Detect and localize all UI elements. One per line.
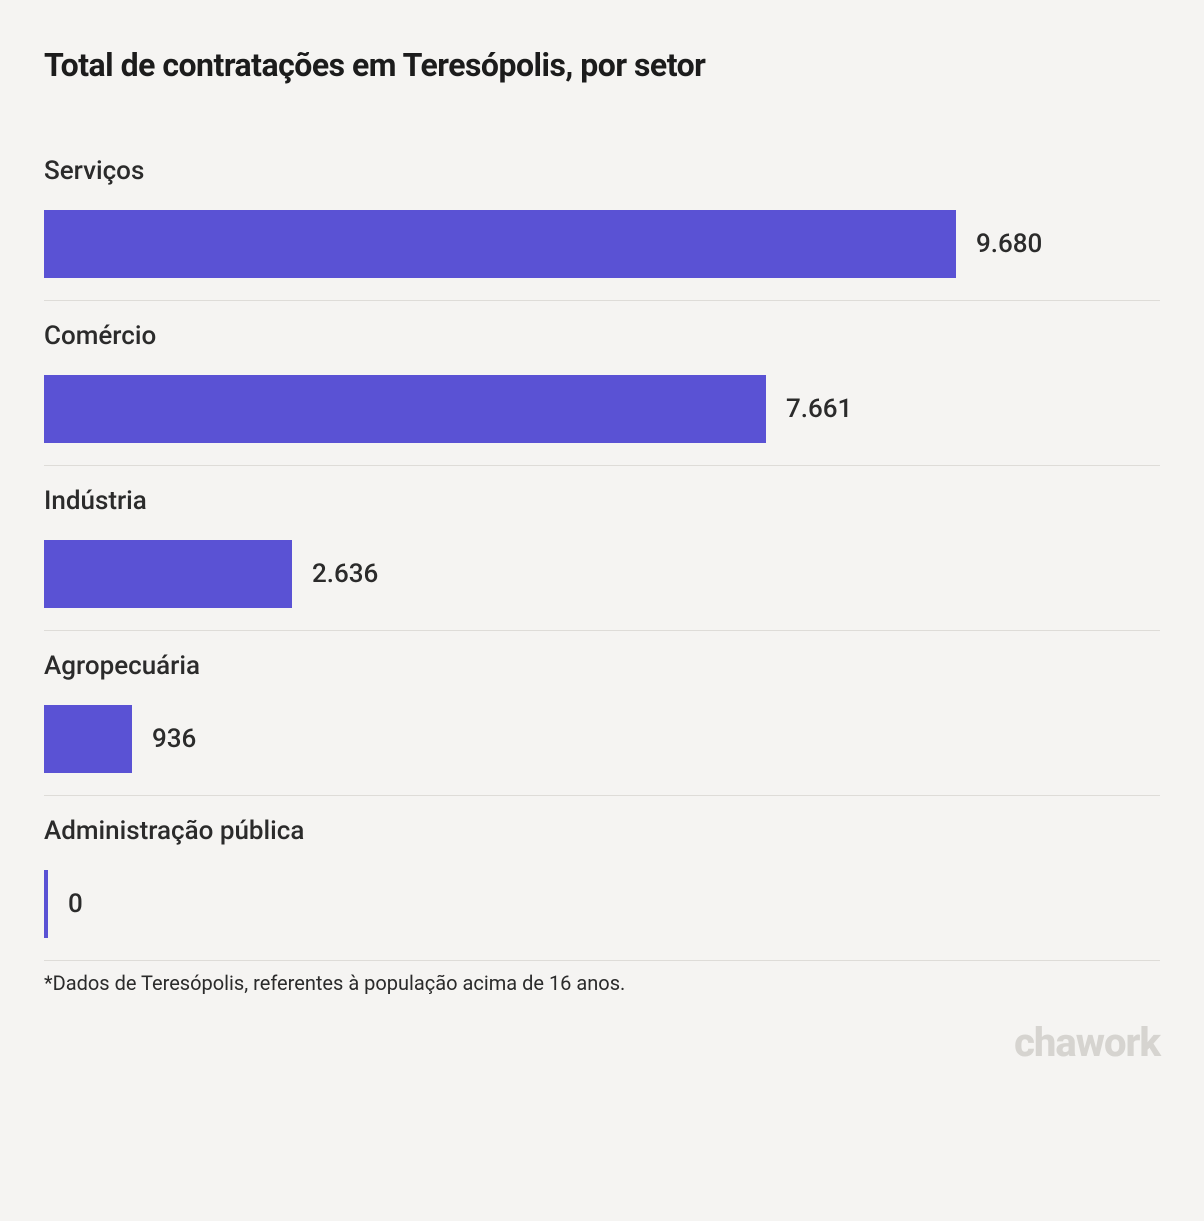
bar-line: 936 xyxy=(44,705,1160,773)
bar-value: 2.636 xyxy=(312,559,378,589)
bar-row: Administração pública 0 xyxy=(44,816,1160,961)
bar-value: 936 xyxy=(152,724,196,754)
bar-fill xyxy=(44,210,956,278)
bar-track xyxy=(44,870,48,938)
bar-value: 0 xyxy=(68,889,83,919)
bar-row: Comércio 7.661 xyxy=(44,321,1160,466)
bar-line: 9.680 xyxy=(44,210,1160,278)
bar-line: 2.636 xyxy=(44,540,1160,608)
bar-track xyxy=(44,375,766,443)
chart-title: Total de contratações em Teresópolis, po… xyxy=(44,46,1160,84)
bar-row: Serviços 9.680 xyxy=(44,156,1160,301)
bar-fill xyxy=(44,540,292,608)
brand-logo: chawork xyxy=(44,1019,1160,1066)
bar-label: Serviços xyxy=(44,156,1160,186)
bar-label: Comércio xyxy=(44,321,1160,351)
bar-value: 7.661 xyxy=(786,394,852,424)
bar-line: 0 xyxy=(44,870,1160,938)
bar-track xyxy=(44,705,132,773)
bar-rows: Serviços 9.680 Comércio 7.661 Indústria … xyxy=(44,156,1160,961)
bar-label: Administração pública xyxy=(44,816,1160,846)
chart-footnote: *Dados de Teresópolis, referentes à popu… xyxy=(44,971,1160,995)
bar-line: 7.661 xyxy=(44,375,1160,443)
bar-track xyxy=(44,210,956,278)
bar-track xyxy=(44,540,292,608)
bar-fill xyxy=(44,375,766,443)
bar-fill xyxy=(44,870,48,938)
bar-fill xyxy=(44,705,132,773)
bar-label: Indústria xyxy=(44,486,1160,516)
bar-value: 9.680 xyxy=(976,229,1042,259)
bar-row: Agropecuária 936 xyxy=(44,651,1160,796)
bar-row: Indústria 2.636 xyxy=(44,486,1160,631)
bar-label: Agropecuária xyxy=(44,651,1160,681)
